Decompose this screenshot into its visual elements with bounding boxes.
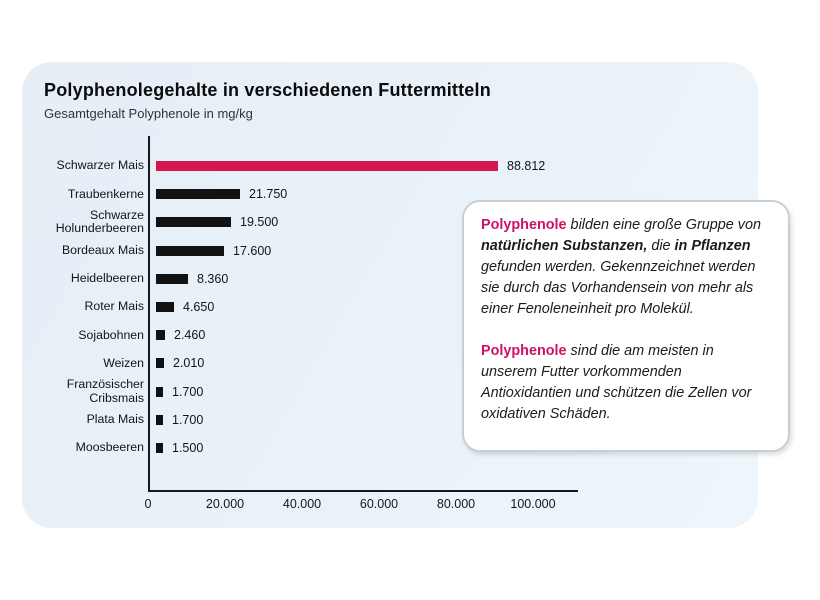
bar-track: 1.700 [156, 413, 203, 427]
x-tick-label: 60.000 [359, 497, 399, 511]
bar-row: Schwarzer Mais 88.812 [40, 152, 600, 180]
bold-text: natürlichen Substanzen, [481, 238, 648, 255]
bar-track: 88.812 [156, 159, 545, 173]
bar-value-label: 19.500 [240, 215, 279, 230]
chart-subtitle: Gesamtgehalt Polyphenole in mg/kg [44, 106, 253, 121]
body-text: die [647, 238, 675, 255]
bar [156, 386, 163, 397]
bar-value-label: 21.750 [249, 187, 288, 202]
bar-category-label: Roter Mais [84, 299, 144, 314]
bar-row: Sojabohnen 2.460 [40, 321, 600, 349]
bar-track: 17.600 [156, 244, 271, 258]
brand-keyword: Polyphenole [481, 343, 567, 360]
x-tick-label: 80.000 [436, 497, 476, 511]
bar-track: 21.750 [156, 187, 287, 201]
bar-track: 8.360 [156, 272, 228, 286]
bar-row: Moosbeeren 1.500 [40, 434, 600, 462]
bar-value-label: 4.650 [183, 300, 215, 315]
bar-row: Französischer Cribsmais 1.700 [40, 378, 600, 406]
bar-highlight [156, 161, 498, 172]
body-text: gefunden werden. Gekennzeichnet werden s… [481, 259, 756, 318]
bar-value-label: 2.010 [173, 356, 205, 371]
bar-category-label: Französischer Cribsmais [66, 377, 144, 405]
bar-row: Plata Mais 1.700 [40, 406, 600, 434]
bar [156, 414, 163, 425]
y-axis-line [148, 136, 150, 490]
bar-track: 1.500 [156, 441, 203, 455]
bar-value-label: 8.360 [197, 271, 229, 286]
bar-chart: Schwarzer Mais 88.812 Traubenkerne 21.750 Sc… [40, 152, 600, 462]
bar [156, 245, 224, 256]
body-text: bilden eine große Gruppe von [566, 217, 761, 233]
bar-value-label: 88.812 [507, 159, 546, 174]
x-tick-label: 20.000 [205, 497, 245, 511]
bar [156, 442, 163, 453]
bold-text: in Pflanzen [674, 238, 751, 255]
bar [156, 358, 164, 369]
bar-category-label: Heidelbeeren [70, 271, 144, 286]
info-box: Polyphenole bilden eine große Gruppe von… [462, 200, 790, 452]
bar [156, 330, 165, 341]
bar [156, 273, 188, 284]
bar [156, 217, 231, 228]
info-paragraph: Polyphenole bilden eine große Gruppe von… [481, 215, 771, 320]
bar-row: Roter Mais 4.650 [40, 293, 600, 321]
bar-value-label: 2.460 [174, 328, 206, 343]
bar-row: Weizen 2.010 [40, 349, 600, 377]
bar-row: Schwarze Holunderbeeren 19.500 [40, 208, 600, 236]
x-tick-label: 100.000 [510, 497, 556, 511]
bar-value-label: 1.700 [172, 412, 204, 427]
bar-category-label: Sojabohnen [78, 327, 144, 342]
bar-category-label: Traubenkerne [67, 186, 144, 201]
x-tick-label: 40.000 [282, 497, 322, 511]
bar-category-label: Bordeaux Mais [61, 243, 144, 258]
bar-category-label: Plata Mais [86, 412, 144, 427]
brand-keyword: Polyphenole [481, 217, 567, 233]
bar-category-label: Weizen [103, 355, 144, 370]
bar [156, 189, 240, 200]
bar-category-label: Moosbeeren [75, 440, 144, 455]
bar-track: 19.500 [156, 215, 278, 229]
x-tick-label: 0 [144, 497, 152, 511]
bar-track: 4.650 [156, 300, 214, 314]
x-axis-line [148, 490, 578, 492]
bar-track: 2.460 [156, 328, 205, 342]
bar-track: 2.010 [156, 356, 204, 370]
chart-title: Polyphenolegehalte in verschiedenen Futt… [44, 80, 491, 100]
bar-category-label: Schwarze Holunderbeeren [55, 208, 144, 236]
bar-row: Bordeaux Mais 17.600 [40, 237, 600, 265]
bar [156, 302, 174, 313]
bar-value-label: 17.600 [233, 243, 272, 258]
info-paragraph: Polyphenole sind die am meisten in unser… [481, 341, 771, 425]
bar-value-label: 1.500 [172, 440, 204, 455]
bar-value-label: 1.700 [172, 384, 204, 399]
bar-category-label: Schwarzer Mais [56, 158, 144, 173]
body-text: sind die am meisten in unserem Futter vo… [481, 343, 752, 423]
bar-track: 1.700 [156, 385, 203, 399]
bar-row: Heidelbeeren 8.360 [40, 265, 600, 293]
bar-row: Traubenkerne 21.750 [40, 180, 600, 208]
